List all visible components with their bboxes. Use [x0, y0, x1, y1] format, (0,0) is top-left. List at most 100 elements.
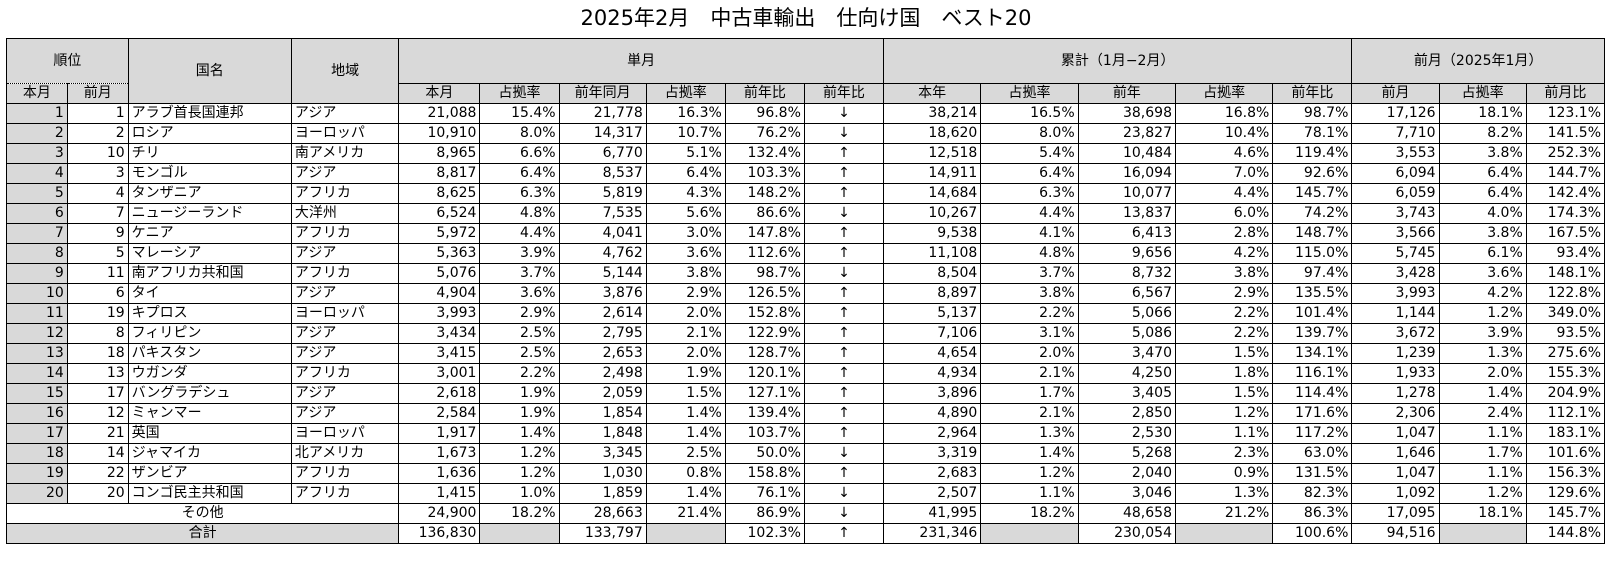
pm-share-cell: 3.8%: [1438, 223, 1527, 244]
table-row: 1 1 アラブ首長国連邦 アジア 21,088 15.4% 21,778 16.3% 96.8%…: [6, 103, 1606, 124]
rank-cell: 10: [6, 283, 68, 304]
cu-share1-cell: 6.3%: [980, 183, 1079, 204]
pm-ratio-cell: 93.4%: [1525, 243, 1606, 264]
sm-current-cell: 4,904: [398, 283, 481, 304]
table-row: 10 6 タイ アジア 4,904 3.6% 3,876 2.9% 126.5% ↑ 8,897 3.…: [6, 283, 1606, 304]
cu-prev-cell: 2,530: [1077, 423, 1176, 444]
cu-yoy-cell: 101.4%: [1272, 303, 1353, 324]
rank-cell: 18: [6, 443, 68, 464]
sm-share1-cell: 1.2%: [479, 463, 560, 484]
sm-current-cell: 21,088: [398, 103, 481, 124]
pm-ratio-cell: 275.6%: [1525, 343, 1606, 364]
sm-prev-year-cell: 3,876: [558, 283, 647, 304]
cu-share1-cell: 2.1%: [980, 403, 1079, 424]
cu-share1-cell: 8.0%: [980, 123, 1079, 144]
table-row: 13 18 パキスタン アジア 3,415 2.5% 2,653 2.0% 128.7% ↑ 4,6…: [6, 343, 1606, 364]
sm-share2-cell: 3.8%: [645, 263, 726, 284]
pm-share-cell: 4.2%: [1438, 283, 1527, 304]
cu-yoy-cell: 63.0%: [1272, 443, 1353, 464]
pm-ratio-cell: 112.1%: [1525, 403, 1606, 424]
sm-share1-cell: 2.2%: [479, 363, 560, 384]
pm-value-cell: 7,710: [1351, 123, 1440, 144]
trend-arrow-icon: ↑: [803, 183, 885, 204]
prev-rank-cell: 20: [66, 483, 129, 504]
cu-yoy-cell: 74.2%: [1272, 203, 1353, 224]
sm-share1-cell: 8.0%: [479, 123, 560, 144]
sm-share1-cell: 1.0%: [479, 483, 560, 504]
total-row-cu-prev: 230,054: [1077, 523, 1176, 544]
total-row-cu-yoy: 100.6%: [1272, 523, 1353, 544]
cu-yoy-cell: 116.1%: [1272, 363, 1353, 384]
sm-prev-year-cell: 1,030: [558, 463, 647, 484]
cu-share1-cell: 1.2%: [980, 463, 1079, 484]
total-row: 合計 136,830 133,797 102.3% ↑ 231,346 230,054 100…: [5, 523, 1606, 544]
table-row: 20 20 コンゴ民主共和国 アフリカ 1,415 1.0% 1,859 1.4% 76.1% ↓…: [6, 483, 1606, 504]
sm-current-cell: 5,363: [398, 243, 481, 264]
cu-current-cell: 11,108: [882, 243, 982, 264]
cu-share1-cell: 4.8%: [980, 243, 1079, 264]
cu-yoy-cell: 98.7%: [1272, 103, 1353, 124]
total-row-pm-share: [1438, 523, 1527, 544]
sm-share2-cell: 3.0%: [645, 223, 726, 244]
rank-cell: 3: [6, 143, 68, 164]
total-row-sm-share2: [645, 523, 726, 544]
cu-yoy-cell: 97.4%: [1272, 263, 1353, 284]
header-sm-share2: 占拠率: [645, 83, 726, 104]
trend-arrow-icon: ↓: [803, 483, 885, 504]
region-cell: アジア: [290, 343, 400, 364]
trend-arrow-icon: ↑: [803, 383, 885, 404]
header-cu-share1: 占拠率: [980, 83, 1079, 104]
prev-rank-cell: 13: [66, 363, 129, 384]
pm-value-cell: 1,047: [1351, 423, 1440, 444]
cu-prev-cell: 3,405: [1077, 383, 1176, 404]
sm-share2-cell: 4.3%: [645, 183, 726, 204]
header-pm-ratio: 前月比: [1525, 83, 1606, 104]
total-row-cu-current: 231,346: [882, 523, 982, 544]
total-row-sm-current: 136,830: [398, 523, 481, 544]
header-rank-prev: 前月: [66, 83, 129, 104]
header-cu-current: 本年: [882, 83, 982, 104]
cu-current-cell: 8,897: [882, 283, 982, 304]
region-cell: アジア: [290, 383, 400, 404]
sm-prev-year-cell: 5,819: [558, 183, 647, 204]
cu-prev-cell: 13,837: [1077, 203, 1176, 224]
cu-current-cell: 4,934: [882, 363, 982, 384]
pm-value-cell: 2,306: [1351, 403, 1440, 424]
cu-yoy-cell: 139.7%: [1272, 323, 1353, 344]
rank-cell: 7: [6, 223, 68, 244]
trend-arrow-icon: ↑: [803, 303, 885, 324]
rank-cell: 4: [6, 163, 68, 184]
header-sm-current: 本月: [398, 83, 481, 104]
region-cell: アジア: [290, 243, 400, 264]
pm-share-cell: 3.6%: [1438, 263, 1527, 284]
cu-share1-cell: 1.3%: [980, 423, 1079, 444]
rank-cell: 15: [6, 383, 68, 404]
region-cell: 大洋州: [290, 203, 400, 224]
pm-share-cell: 1.4%: [1438, 383, 1527, 404]
pm-share-cell: 6.4%: [1438, 163, 1527, 184]
region-cell: アフリカ: [290, 223, 400, 244]
pm-value-cell: 3,553: [1351, 143, 1440, 164]
sm-yoy-cell: 86.6%: [724, 203, 805, 224]
total-row-pm-value: 94,516: [1351, 523, 1440, 544]
region-cell: アジア: [290, 283, 400, 304]
sm-current-cell: 8,965: [398, 143, 481, 164]
country-cell: アラブ首長国連邦: [127, 103, 292, 124]
cu-share1-cell: 3.8%: [980, 283, 1079, 304]
header-prev-month: 前月（2025年1月）: [1351, 38, 1605, 84]
sm-yoy-cell: 147.8%: [724, 223, 805, 244]
cu-prev-cell: 2,850: [1077, 403, 1176, 424]
sm-current-cell: 1,917: [398, 423, 481, 444]
cu-prev-cell: 3,470: [1077, 343, 1176, 364]
cu-current-cell: 10,267: [882, 203, 982, 224]
table-row: 2 2 ロシア ヨーロッパ 10,910 8.0% 14,317 10.7% 76.2% ↓ 18,…: [6, 123, 1606, 144]
pm-value-cell: 17,126: [1351, 103, 1440, 124]
cu-yoy-cell: 134.1%: [1272, 343, 1353, 364]
other-row-cu-share2: 21.2%: [1174, 503, 1274, 524]
cu-current-cell: 38,214: [882, 103, 982, 124]
prev-rank-cell: 22: [66, 463, 129, 484]
region-cell: 南アメリカ: [290, 143, 400, 164]
cu-yoy-cell: 78.1%: [1272, 123, 1353, 144]
cu-current-cell: 7,106: [882, 323, 982, 344]
pm-value-cell: 1,933: [1351, 363, 1440, 384]
